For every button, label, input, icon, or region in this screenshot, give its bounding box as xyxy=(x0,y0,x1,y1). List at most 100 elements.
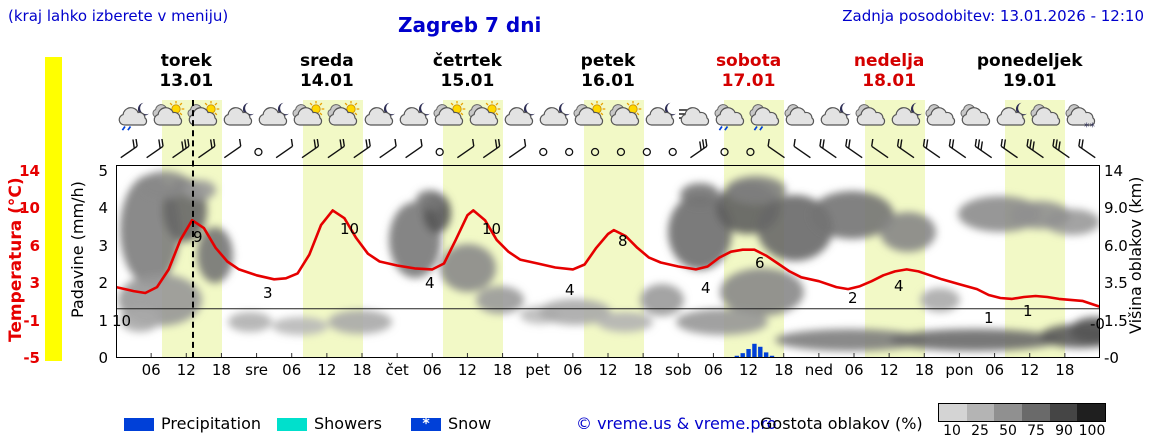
x-axis-label: pet xyxy=(525,361,551,379)
precip-axis-tick: 2 xyxy=(98,274,108,293)
cloud-height-axis-tick: 3.5 xyxy=(1104,274,1128,293)
precip-axis-tick: 0 xyxy=(98,349,108,367)
x-axis-label: 12 xyxy=(1020,361,1040,379)
temperature-axis-title: Temperatura (°C) xyxy=(6,177,26,343)
cloud-moon-icon xyxy=(397,101,433,132)
x-axis-label: 06 xyxy=(844,361,864,379)
day-header-name: sobota xyxy=(715,51,782,71)
temperature-value-label: 1 xyxy=(1023,302,1033,320)
x-axis-label: 18 xyxy=(211,361,231,379)
x-axis-label: 06 xyxy=(563,361,583,379)
cloud-drizzle-icon xyxy=(748,101,784,132)
day-header-name: četrtek xyxy=(432,51,502,71)
cloud-density-scale-segment xyxy=(1077,404,1106,421)
cloud-moon-icon xyxy=(537,101,573,132)
cloud-icon xyxy=(783,101,819,132)
day-header-name: petek xyxy=(580,51,636,71)
current-time-line xyxy=(192,100,195,358)
cloud-density-scale-segment xyxy=(1022,404,1050,421)
day-header-date: 15.01 xyxy=(440,71,495,91)
day-header-date: 16.01 xyxy=(581,71,635,91)
cloud-sun-icon xyxy=(572,100,608,132)
precip-axis-title: Padavine (mm/h) xyxy=(68,181,87,319)
cloud-density-label: Gostota oblakov (%) xyxy=(760,414,923,433)
showers-label: Showers xyxy=(314,414,382,433)
cloud-density-scale-segment xyxy=(966,404,995,421)
cloud-density-scale-tick: 25 xyxy=(971,423,989,439)
snow-star-icon: * xyxy=(422,416,430,432)
x-axis-label: 18 xyxy=(493,361,513,379)
showers-swatch xyxy=(277,418,307,431)
day-header-name: nedelja xyxy=(853,51,925,71)
cloud-density-scale-segment xyxy=(1049,404,1078,421)
x-axis-label: sob xyxy=(665,361,692,379)
day-header-date: 19.01 xyxy=(1002,71,1057,91)
precipitation-swatch xyxy=(124,418,154,431)
cloud-density-scale-tick: 50 xyxy=(999,423,1017,439)
x-axis-label: 18 xyxy=(633,361,653,379)
temperature-value-label: 4 xyxy=(565,281,575,299)
x-axis-label: 06 xyxy=(985,361,1005,379)
cloud-height-axis-tick: 14 xyxy=(1104,162,1124,180)
x-axis-label: 12 xyxy=(739,361,759,379)
day-header-date: 17.01 xyxy=(721,71,776,91)
x-axis-label: 18 xyxy=(352,361,372,379)
day-header-date: 14.01 xyxy=(299,71,354,91)
x-axis-label: 12 xyxy=(598,361,618,379)
cloud-height-axis-tick: 9.0 xyxy=(1104,199,1128,218)
svg-text:**: ** xyxy=(1084,121,1096,133)
temperature-value-label: 10 xyxy=(112,312,132,330)
cloud-moon-icon xyxy=(221,101,257,132)
cloud-sun-icon xyxy=(326,100,362,132)
x-axis-label: 06 xyxy=(422,361,442,379)
last-update-text: Zadnja posodobitev: 13.01.2026 - 12:10 xyxy=(842,7,1144,25)
cloud-icon xyxy=(854,101,890,132)
precip-axis-tick: 4 xyxy=(98,199,108,218)
x-axis-label: 18 xyxy=(914,361,934,379)
temp-axis-tick: 3 xyxy=(29,274,40,293)
site-credit-link[interactable]: © vreme.us & vreme.pro xyxy=(576,414,777,433)
temp-axis-tick: 6 xyxy=(29,236,40,255)
cloud-density-scale-ticks: 10 25 50 75 90 100 xyxy=(938,423,1106,439)
precip-axis-tick: 3 xyxy=(98,236,108,255)
day-header-name: ponedeljek xyxy=(976,51,1083,71)
x-axis-label: 12 xyxy=(317,361,337,379)
cloud-density-scale-tick: 100 xyxy=(1078,423,1106,439)
x-axis-label: 06 xyxy=(282,361,302,379)
cloud-moon-icon xyxy=(889,101,925,132)
cloud-snow-icon: ** xyxy=(1064,101,1100,134)
temperature-value-label: 4 xyxy=(894,277,904,295)
x-axis-label: 18 xyxy=(1055,361,1075,379)
day-header-date: 13.01 xyxy=(159,71,214,91)
cloud-sun-icon xyxy=(467,100,503,132)
x-axis-label: pon xyxy=(945,361,974,379)
x-axis-label: 12 xyxy=(176,361,196,379)
cloud-sun-icon xyxy=(291,100,327,132)
temp-axis-tick: 14 xyxy=(19,162,40,180)
cloud-sun-icon xyxy=(608,100,644,132)
day-header-name: torek xyxy=(160,51,212,71)
x-axis-label: sre xyxy=(245,361,268,379)
precip-axis-tick: 1 xyxy=(98,311,108,330)
cloud-sun-icon xyxy=(151,100,187,132)
temperature-value-label: 8 xyxy=(618,232,628,250)
temperature-value-label: 10 xyxy=(482,220,502,238)
temperature-value-label: 2 xyxy=(848,289,858,307)
temperature-value-label: -0 xyxy=(1090,315,1105,333)
cloud-moon-icon xyxy=(256,101,292,132)
temp-axis-tick: -5 xyxy=(23,349,40,367)
cloud-height-axis-tick: 1.5 xyxy=(1104,311,1128,330)
wind-barbs-svg xyxy=(120,139,1096,159)
page-title: Zagreb 7 dni xyxy=(398,13,542,37)
cloud-density-scale-segment xyxy=(994,404,1023,421)
snow-label: Snow xyxy=(448,414,492,433)
cloud-icon xyxy=(959,101,995,132)
precip-axis-tick: 5 xyxy=(98,162,108,180)
cloud-moon-icon xyxy=(502,101,538,132)
cloud-height-axis-tick: -0 xyxy=(1104,349,1119,367)
x-axis-label: 12 xyxy=(457,361,477,379)
cloud-moon-icon xyxy=(643,101,679,132)
x-axis-label: 06 xyxy=(141,361,161,379)
plot-svg xyxy=(116,171,1100,358)
precipitation-label: Precipitation xyxy=(161,414,262,433)
